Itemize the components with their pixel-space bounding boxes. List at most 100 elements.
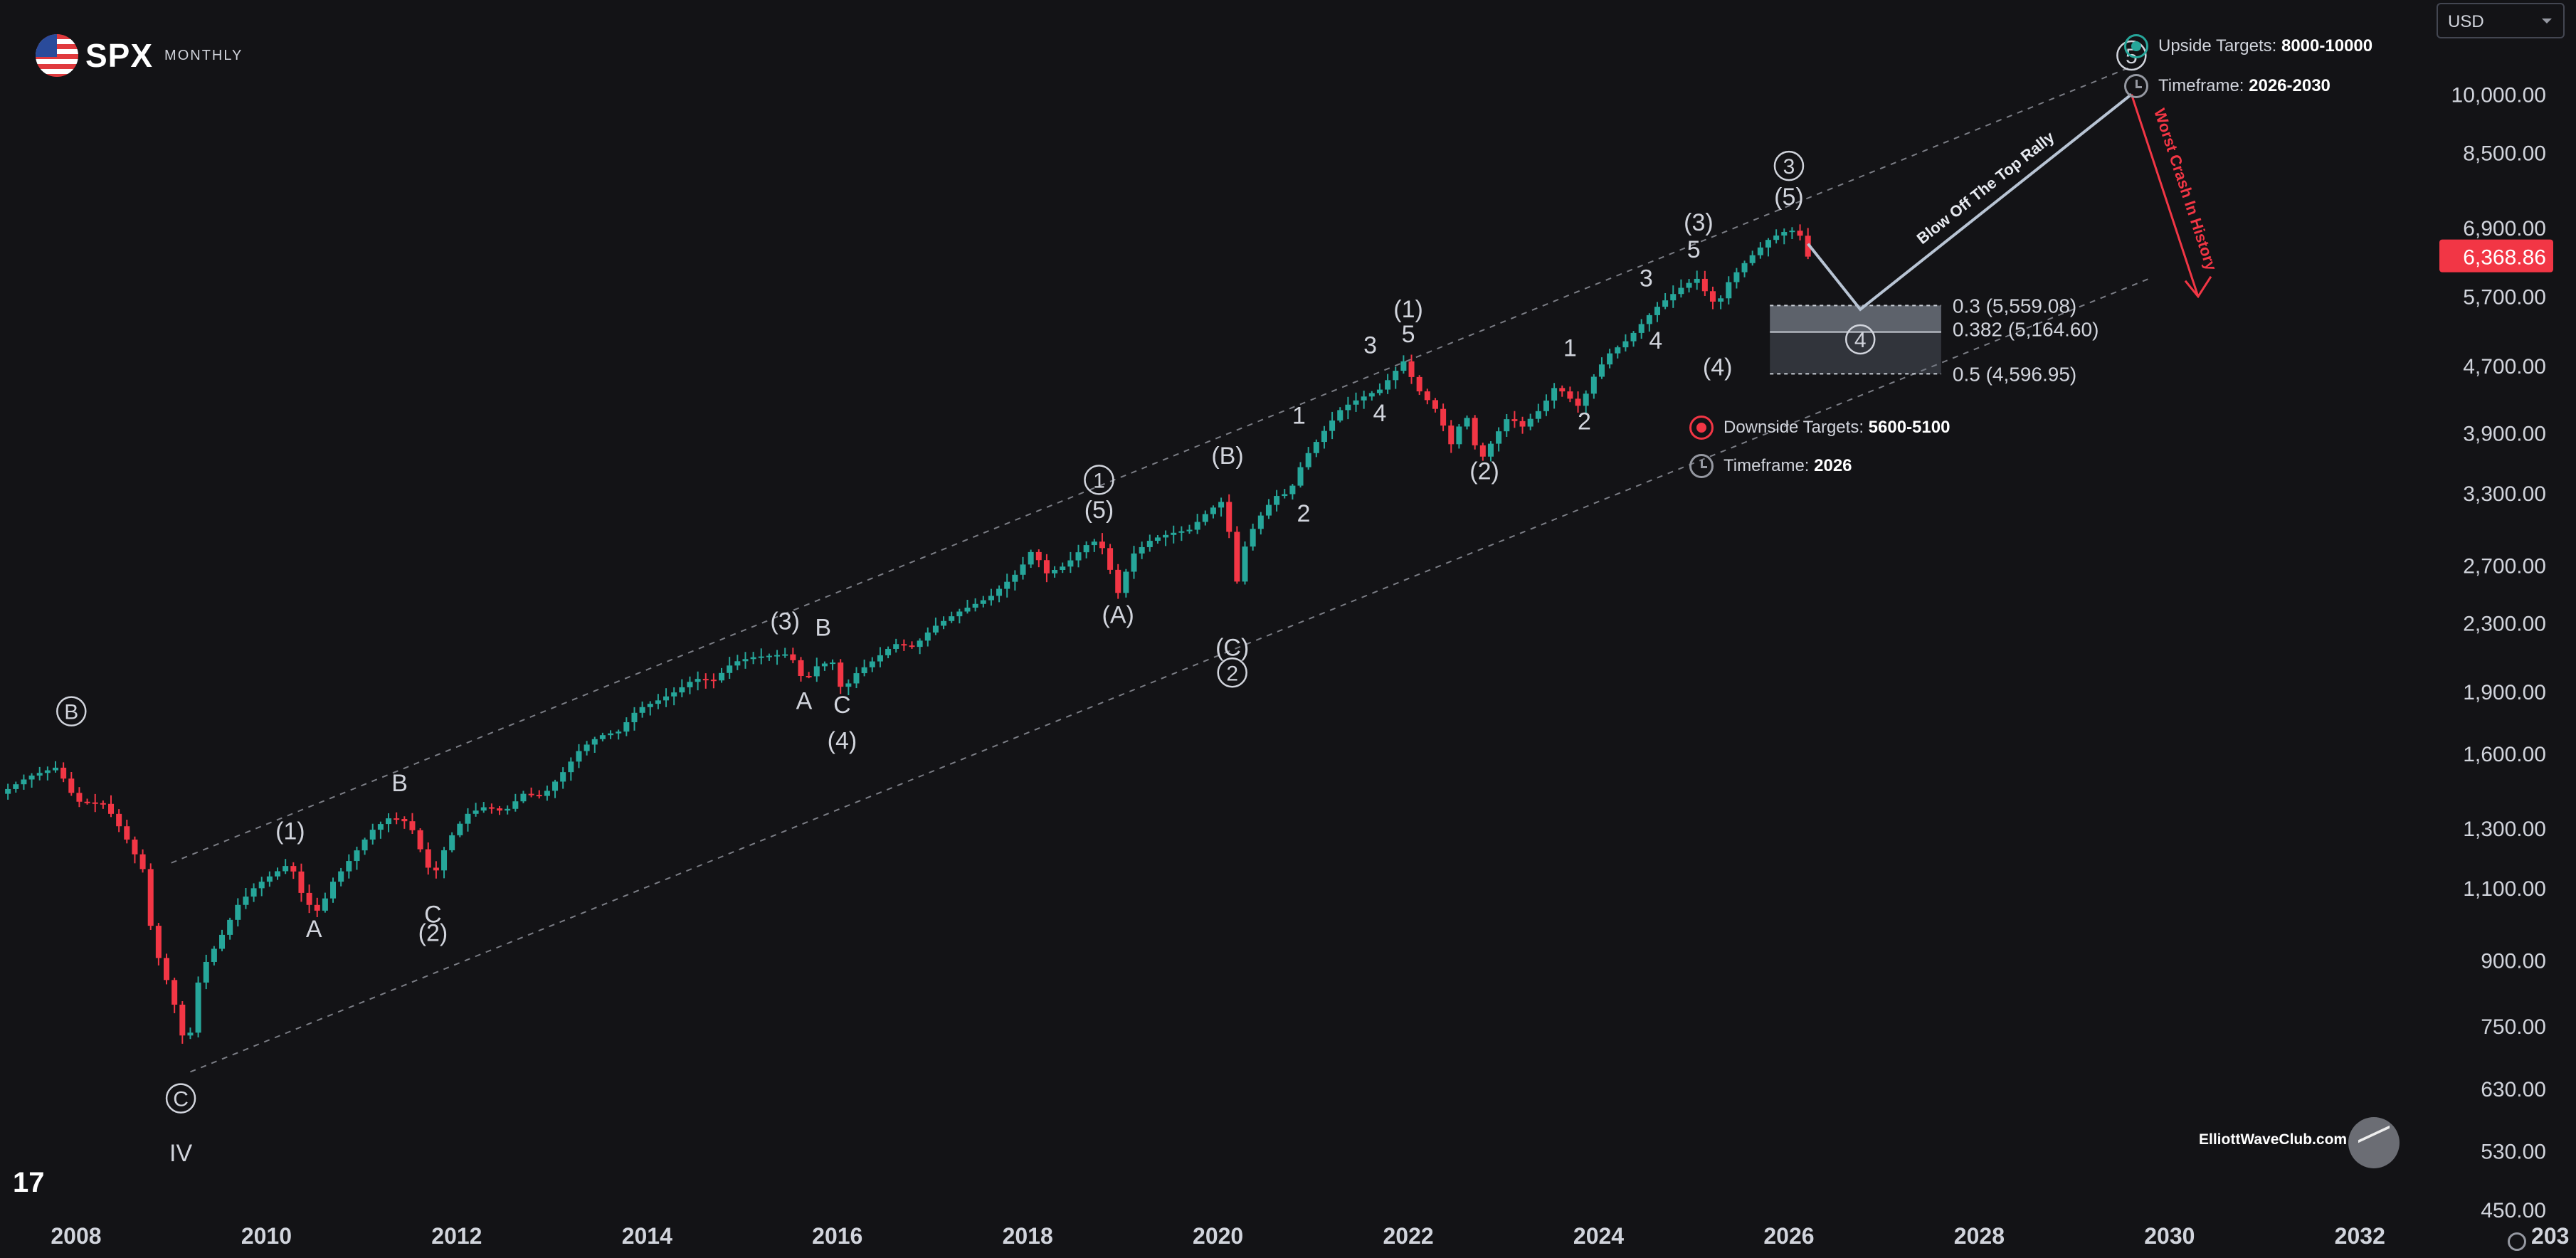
candle-body <box>1067 560 1074 567</box>
candle-body <box>1060 566 1066 571</box>
candle-body <box>394 818 400 820</box>
wave-label: B <box>64 701 78 724</box>
candle-body <box>1408 361 1415 377</box>
candle-body <box>1694 278 1700 283</box>
candle-body <box>488 807 495 809</box>
candle-body <box>1305 453 1311 467</box>
downside-text: Downside Targets: 5600-5100 <box>1724 418 1950 438</box>
candle-body <box>1678 287 1684 295</box>
brand-logo-icon <box>2348 1117 2400 1168</box>
candle-body <box>1749 255 1756 263</box>
candle-body <box>1146 541 1153 547</box>
downside-tf-label: Timeframe: <box>1724 456 1815 475</box>
downside-timeframe: Timeframe: 2026 <box>1689 454 1852 478</box>
candle-body <box>1701 278 1708 292</box>
candle-body <box>107 803 115 814</box>
worst-crash-label: Worst Crash In History <box>2150 106 2220 273</box>
candle-body <box>1511 419 1518 421</box>
wave-label: (2) <box>1469 458 1499 485</box>
time-tick-label: 2012 <box>431 1223 482 1249</box>
candle-body <box>512 801 519 809</box>
candle-body <box>441 850 448 871</box>
wave-label: (1) <box>275 818 305 845</box>
wave-label: 4 <box>1854 329 1867 352</box>
candle-body <box>742 659 749 662</box>
candle-body <box>369 830 376 840</box>
candle-body <box>497 808 503 811</box>
candle-body <box>1028 551 1034 565</box>
candle-body <box>52 767 59 771</box>
candle-body <box>13 784 19 789</box>
time-tick-label: 2024 <box>1573 1223 1624 1249</box>
candle-body <box>84 801 90 803</box>
candle-body <box>727 665 733 673</box>
candle-body <box>275 871 281 877</box>
candle-body <box>568 761 574 773</box>
candle-body <box>845 683 852 687</box>
candle-body <box>1543 400 1549 411</box>
candle-body <box>5 788 11 794</box>
channel-lower-line <box>190 277 2151 1073</box>
candle-body <box>631 712 638 723</box>
crash-arrow-line <box>2130 94 2200 297</box>
clock-icon <box>2124 74 2148 98</box>
upside-text: Upside Targets: 8000-10000 <box>2158 36 2372 56</box>
candle-body <box>116 813 122 827</box>
candle-body <box>520 793 527 802</box>
candle-body <box>401 819 408 822</box>
candle-body <box>782 654 788 656</box>
settings-gear-icon[interactable] <box>2508 1232 2526 1251</box>
upside-targets: Upside Targets: 8000-10000 <box>2124 34 2372 58</box>
candle-body <box>195 982 201 1033</box>
price-tick-label: 3,900.00 <box>2463 423 2546 446</box>
symbol-name: SPX <box>85 37 154 74</box>
wave-label: (4) <box>828 728 857 755</box>
candle-body <box>1479 445 1486 457</box>
candle-body <box>813 666 820 677</box>
candle-body <box>425 849 431 868</box>
candle-body <box>1265 504 1272 516</box>
price-tick-label: 530.00 <box>2481 1140 2546 1163</box>
target-icon <box>2124 34 2148 58</box>
candle-body <box>1590 376 1597 394</box>
wave-label: 5 <box>1402 321 1415 348</box>
candle-body <box>1440 408 1447 426</box>
wave-label: 3 <box>1363 332 1377 359</box>
wave-label: 1 <box>1292 403 1306 430</box>
currency-select[interactable]: USD <box>2437 3 2565 38</box>
candle-body <box>830 662 836 665</box>
candle-body <box>179 1004 186 1036</box>
candle-body <box>417 830 423 850</box>
candle-body <box>1115 569 1121 593</box>
candle-body <box>1361 396 1367 401</box>
candle-body <box>584 744 590 751</box>
wave-label-circle <box>1773 150 1805 181</box>
candle-body <box>560 772 566 782</box>
candle-body <box>1718 298 1724 302</box>
candle-body <box>1559 388 1566 392</box>
price-tick-label: 1,100.00 <box>2463 877 2546 901</box>
time-tick-label: 2032 <box>2335 1223 2385 1249</box>
candle-body <box>996 588 1003 596</box>
candle-body <box>1345 404 1351 411</box>
candle-body <box>1432 400 1438 409</box>
tradingview-logo[interactable]: 17 <box>13 1167 45 1198</box>
candle-body <box>639 707 645 713</box>
crash-arrow-head <box>2184 275 2212 299</box>
candle-body <box>21 779 27 785</box>
candle-body <box>774 655 781 657</box>
wave-label: 2 <box>1297 500 1311 527</box>
price-tick-label: 10,000.00 <box>2451 84 2546 107</box>
candle-body <box>1400 361 1407 371</box>
candle-body <box>1353 400 1359 405</box>
candle-body <box>1385 380 1391 390</box>
time-tick-label: 2008 <box>51 1223 101 1249</box>
candle-body <box>235 904 241 920</box>
candle-body <box>1313 442 1319 453</box>
candle-body <box>1630 332 1637 342</box>
candle-body <box>219 934 226 949</box>
wave-label-circle <box>1217 657 1247 688</box>
candle-body <box>1393 371 1399 381</box>
candle-body <box>1234 532 1240 582</box>
